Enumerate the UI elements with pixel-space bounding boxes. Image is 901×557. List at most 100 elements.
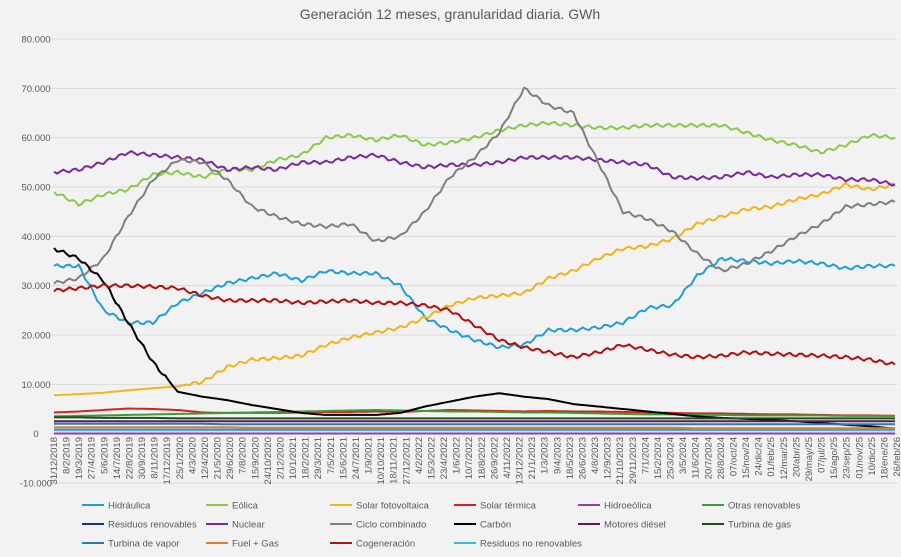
x-tick-label: 01/nov/25 xyxy=(854,437,865,479)
legend-label: Carbón xyxy=(480,520,511,531)
x-tick-label: 23/sep/25 xyxy=(842,437,853,479)
legend-label: Fuel + Gas xyxy=(232,539,279,550)
y-tick-label: 30.000 xyxy=(21,281,50,292)
y-tick-label: 70.000 xyxy=(21,84,50,95)
x-tick-label: 8/2/2019 xyxy=(62,437,73,474)
x-tick-label: 25/3/2024 xyxy=(666,437,677,479)
x-tick-label: 20/7/2024 xyxy=(703,437,714,479)
y-tick-label: 0 xyxy=(33,429,38,440)
series-line xyxy=(53,256,896,350)
legend-label: Solar fotovoltaica xyxy=(356,501,430,512)
legend-label: Ciclo combinado xyxy=(356,520,426,531)
series-line xyxy=(53,86,896,285)
series-lines xyxy=(53,86,896,435)
series-line xyxy=(54,422,895,426)
x-tick-label: 8/11/2019 xyxy=(150,437,161,479)
legend-label: Otras renovables xyxy=(728,501,801,512)
y-axis-ticks: -10.000 0 10.000 20.000 30.000 40.000 50.000 60… xyxy=(20,35,52,490)
x-tick-label: 3/5/2024 xyxy=(678,437,689,474)
legend-label: Residuos renovables xyxy=(108,520,197,531)
x-tick-label: 10/7/2022 xyxy=(464,437,475,479)
x-tick-label: 22/8/2019 xyxy=(124,437,135,479)
x-tick-label: 18/5/2023 xyxy=(565,437,576,479)
x-tick-label: 1/3/2023 xyxy=(540,437,551,474)
x-tick-label: 4/2/2022 xyxy=(414,437,425,474)
x-tick-label: 4/11/2022 xyxy=(502,437,513,479)
x-tick-label: 18/2/2021 xyxy=(301,437,312,479)
x-tick-label: 5/6/2019 xyxy=(99,437,110,474)
legend-label: Solar térmica xyxy=(480,501,537,512)
y-tick-label: -10.000 xyxy=(20,479,52,490)
x-tick-label: 27/4/2019 xyxy=(87,437,98,479)
x-tick-label: 07/jul/25 xyxy=(817,437,828,473)
x-tick-label: 11/6/2024 xyxy=(691,437,702,479)
x-tick-label: 19/3/2019 xyxy=(74,437,85,479)
x-tick-label: 31/12/2018 xyxy=(49,437,60,485)
x-tick-label: 7/5/2021 xyxy=(326,437,337,474)
legend-label: Nuclear xyxy=(232,520,265,531)
legend-label: Residuos no renovables xyxy=(480,539,582,550)
x-tick-label: 26/9/2022 xyxy=(489,437,500,479)
x-tick-label: 17/12/2019 xyxy=(162,437,173,485)
x-tick-label: 27/12/2021 xyxy=(401,437,412,485)
x-tick-label: 10/dic/25 xyxy=(867,437,878,476)
x-tick-label: 25/1/2020 xyxy=(175,437,186,479)
x-axis-ticks: 31/12/2018 8/2/2019 19/3/2019 27/4/2019 5/6/… xyxy=(49,437,901,485)
series-line xyxy=(53,409,895,418)
x-tick-label: 24/10/2020 xyxy=(263,437,274,485)
x-tick-label: 21/10/2023 xyxy=(615,437,626,485)
x-tick-label: 13/12/2022 xyxy=(515,437,526,485)
x-tick-label: 18/8/2022 xyxy=(477,437,488,479)
x-tick-label: 4/3/2020 xyxy=(187,437,198,474)
x-tick-label: 29/may/25 xyxy=(804,437,815,481)
y-tick-label: 40.000 xyxy=(21,232,50,243)
y-tick-label: 80.000 xyxy=(21,35,50,46)
legend-label: Turbina de vapor xyxy=(108,539,179,550)
x-tick-label: 24/7/2021 xyxy=(351,437,362,479)
x-tick-label: 24/dic/24 xyxy=(754,437,765,476)
x-tick-label: 1/9/2021 xyxy=(364,437,375,474)
series-line xyxy=(53,282,896,366)
x-tick-label: 15/3/2022 xyxy=(426,437,437,479)
x-tick-label: 26/feb/26 xyxy=(892,437,901,477)
legend-label: Cogeneración xyxy=(356,539,415,550)
y-tick-label: 10.000 xyxy=(21,380,50,391)
series-line xyxy=(53,120,896,207)
x-tick-label: 7/1/2024 xyxy=(640,437,651,474)
x-tick-label: 4/8/2023 xyxy=(590,437,601,474)
legend-label: Eólica xyxy=(232,501,259,512)
x-tick-label: 7/8/2020 xyxy=(238,437,249,474)
x-tick-label: 2/12/2020 xyxy=(275,437,286,479)
chart-title: Generación 12 meses, granularidad diaria… xyxy=(300,6,600,22)
x-tick-label: 12/9/2023 xyxy=(603,437,614,479)
x-tick-label: 10/10/2021 xyxy=(376,437,387,485)
series-line xyxy=(53,181,896,397)
x-tick-label: 29/11/2023 xyxy=(628,437,639,484)
legend-label: Turbina de gas xyxy=(728,520,791,531)
x-tick-label: 21/1/2023 xyxy=(527,437,538,479)
x-tick-label: 1/6/2022 xyxy=(452,437,463,474)
legend-label: Motores diésel xyxy=(604,520,666,531)
series-line xyxy=(53,150,896,187)
legend: Hidráulica Eólica Solar fotovoltaica Solar … xyxy=(82,501,801,550)
series-line xyxy=(54,416,895,420)
x-tick-label: 29/3/2021 xyxy=(313,437,324,479)
x-tick-label: 9/4/2023 xyxy=(552,437,563,474)
x-tick-label: 28/8/2024 xyxy=(716,437,727,479)
x-tick-label: 15/6/2021 xyxy=(338,437,349,479)
legend-label: Hidráulica xyxy=(108,501,151,512)
x-tick-label: 12/4/2020 xyxy=(200,437,211,479)
x-tick-label: 29/6/2020 xyxy=(225,437,236,479)
x-tick-label: 12/mar/25 xyxy=(779,437,790,480)
series-line xyxy=(54,426,895,430)
series-line xyxy=(53,247,896,430)
x-tick-label: 15/nov/24 xyxy=(741,437,752,479)
x-tick-label: 15/ago/25 xyxy=(829,437,840,479)
x-tick-label: 26/6/2023 xyxy=(577,437,588,479)
x-tick-label: 15/9/2020 xyxy=(250,437,261,479)
x-tick-label: 15/2/2024 xyxy=(653,437,664,479)
y-tick-label: 50.000 xyxy=(21,183,50,194)
x-tick-label: 18/ene/26 xyxy=(879,437,890,479)
x-tick-label: 14/7/2019 xyxy=(112,437,123,479)
